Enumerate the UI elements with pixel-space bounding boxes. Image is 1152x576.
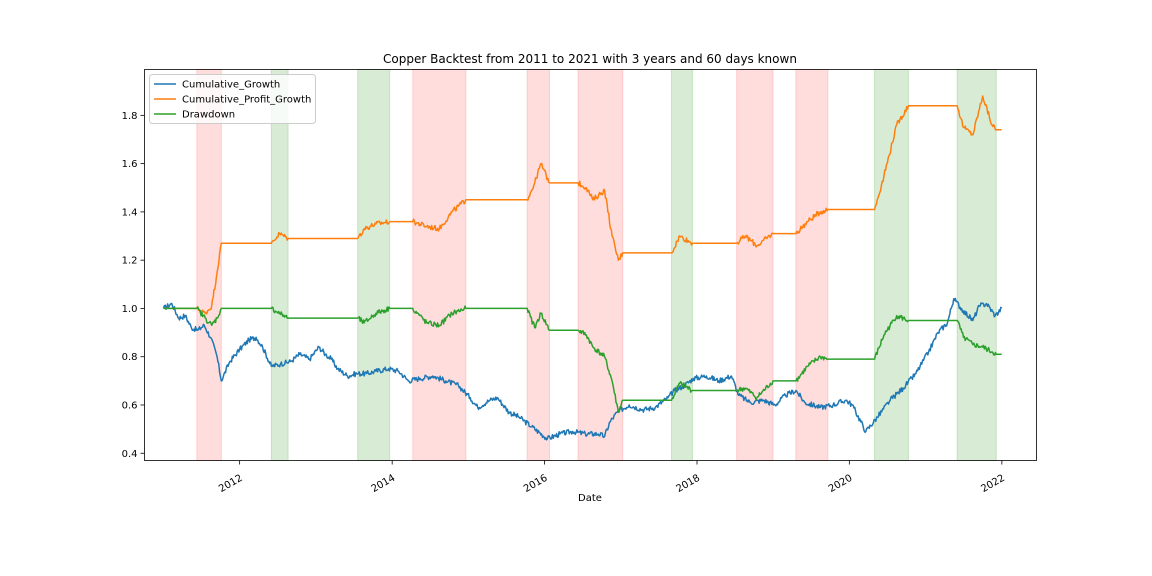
shaded-region-3: [357, 69, 391, 461]
x-axis: 2012 2014 2016 2018 2020 2022: [217, 460, 1007, 495]
y-tick-label: 0.6: [122, 400, 138, 411]
plot-area: [162, 69, 1003, 461]
y-tick-label: 1.8: [122, 111, 138, 122]
legend-label: Drawdown: [182, 110, 235, 121]
legend-box: [149, 74, 316, 124]
shaded-region-2: [270, 69, 289, 461]
shaded-region-11: [956, 69, 997, 461]
x-tick-label: 2014: [370, 473, 398, 495]
legend-label: Cumulative_Profit_Growth: [182, 95, 311, 106]
shaded-region-7: [671, 69, 693, 461]
x-tick-label: 2012: [217, 473, 245, 495]
legend-label: Cumulative_Growth: [182, 80, 280, 91]
series-line-cumulative-growth: [162, 297, 1003, 441]
y-tick-label: 1.2: [122, 256, 138, 267]
shaded-region-4: [412, 69, 467, 461]
shaded-region-10: [874, 69, 909, 461]
x-tick-label: 2018: [675, 473, 703, 495]
plot-frame: [144, 69, 1037, 461]
y-axis: 0.4 0.6 0.8 1.0 1.2 1.4 1.6 1.8: [122, 111, 145, 460]
y-tick-label: 1.6: [122, 159, 138, 170]
shaded-region-5: [526, 69, 550, 461]
x-tick-label: 2020: [827, 473, 855, 495]
shaded-region-1: [196, 69, 222, 461]
y-tick-label: 0.4: [122, 449, 138, 460]
series-line-drawdown: [163, 305, 1002, 413]
legend: Cumulative_Growth Cumulative_Profit_Growt…: [149, 74, 316, 124]
y-tick-label: 1.0: [122, 304, 138, 315]
y-tick-label: 1.4: [122, 207, 138, 218]
y-tick-label: 0.8: [122, 352, 138, 363]
chart-title: Copper Backtest from 2011 to 2021 with 3…: [383, 52, 797, 66]
x-tick-label: 2016: [522, 473, 550, 495]
x-axis-label: Date: [578, 493, 602, 504]
series-line-cumulative-profit-growth: [163, 95, 1002, 315]
x-tick-label: 2022: [979, 473, 1007, 495]
